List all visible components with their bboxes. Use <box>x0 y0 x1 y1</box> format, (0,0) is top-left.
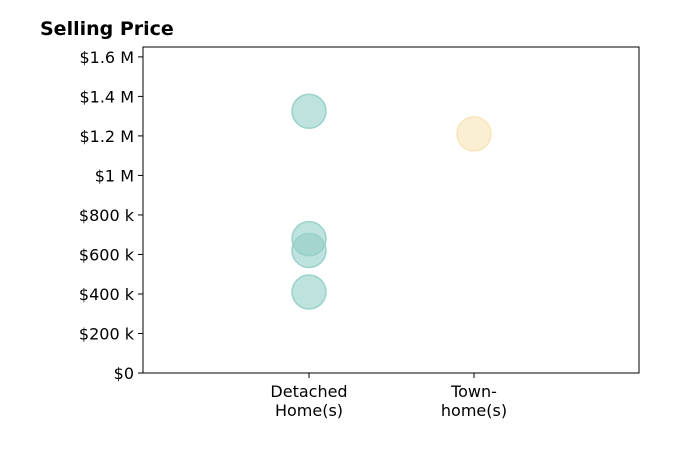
y-tick-label: $0 <box>114 364 134 383</box>
y-tick-label: $1.4 M <box>79 87 134 106</box>
y-tick-label: $600 k <box>79 245 135 264</box>
data-points <box>291 93 492 310</box>
data-point <box>291 232 327 269</box>
plot-frame <box>142 46 640 374</box>
y-tick-label: $400 k <box>79 285 135 304</box>
y-tick-label: $1 M <box>95 166 134 185</box>
y-axis: $0 $200 k $400 k $600 k $800 k $1 M $1.2 M $1.4… <box>79 48 143 383</box>
x-axis: Detached Home(s) Town-home(s) <box>270 373 507 420</box>
y-tick-label: $1.2 M <box>79 127 134 146</box>
y-tick-label: $1.6 M <box>79 48 134 67</box>
chart-title: Selling Price <box>40 18 174 40</box>
y-tick-label: $800 k <box>79 206 135 225</box>
data-point <box>456 116 492 152</box>
data-point <box>291 93 327 129</box>
data-point <box>291 274 327 310</box>
y-tick-label: $200 k <box>79 324 135 343</box>
x-tick-label: Detached Home(s) <box>270 382 347 420</box>
x-tick-label: Town-home(s) <box>441 382 507 420</box>
